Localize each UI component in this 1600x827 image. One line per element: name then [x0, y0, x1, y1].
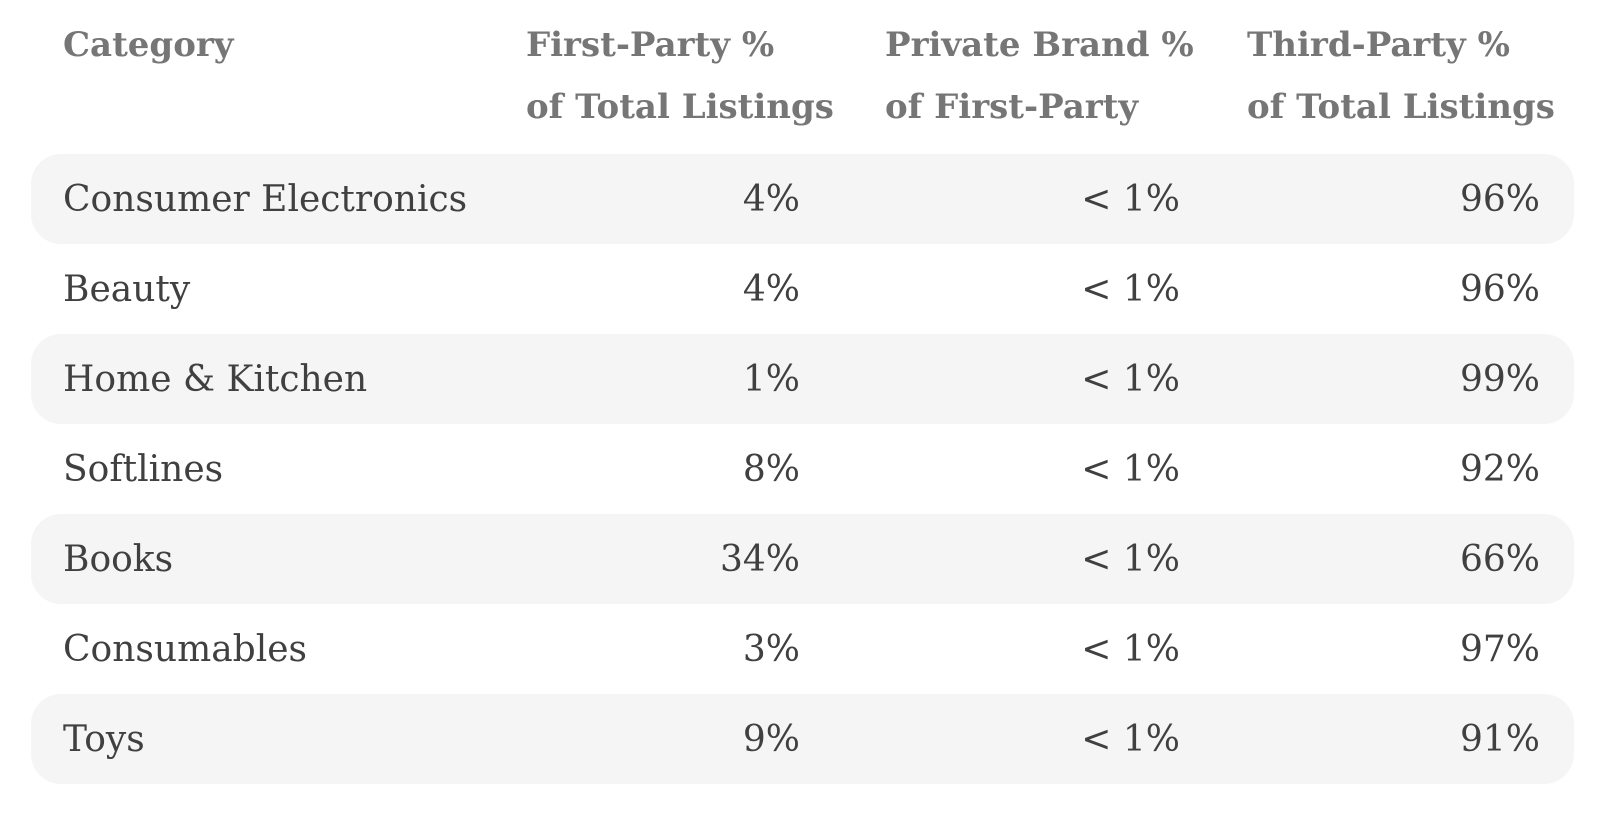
header-cell-first-party-pct: First-Party % of Total Listings	[526, 14, 885, 138]
cell-first-party-pct: 3%	[742, 628, 800, 670]
cell-first-party-pct: 1%	[742, 358, 800, 400]
header-first-party-line1: First-Party %	[526, 25, 775, 65]
cell-category: Softlines	[63, 448, 224, 490]
table-row-consumables: Consumables 3% < 1% 97%	[31, 604, 1574, 694]
cell-first-party-pct: 8%	[742, 448, 800, 490]
cell-private-brand-pct: < 1%	[1081, 718, 1180, 760]
header-third-party-line1: Third-Party %	[1247, 25, 1510, 65]
header-private-brand-line2: of First-Party	[885, 87, 1139, 127]
cell-category: Beauty	[63, 268, 191, 310]
table-row-books: Books 34% < 1% 66%	[31, 514, 1574, 604]
cell-third-party-pct: 66%	[1459, 538, 1540, 580]
table-row-beauty: Beauty 4% < 1% 96%	[31, 244, 1574, 334]
cell-private-brand-pct: < 1%	[1081, 628, 1180, 670]
cell-private-brand-pct: < 1%	[1081, 268, 1180, 310]
header-private-brand-line1: Private Brand %	[885, 25, 1194, 65]
cell-category: Toys	[63, 718, 145, 760]
cell-private-brand-pct: < 1%	[1081, 538, 1180, 580]
header-first-party-line2: of Total Listings	[526, 87, 834, 127]
cell-category: Books	[63, 538, 174, 580]
cell-first-party-pct: 9%	[742, 718, 800, 760]
cell-third-party-pct: 91%	[1459, 718, 1540, 760]
header-category-line1: Category	[63, 25, 234, 65]
cell-first-party-pct: 34%	[719, 538, 800, 580]
cell-category: Consumer Electronics	[63, 178, 468, 220]
cell-private-brand-pct: < 1%	[1081, 358, 1180, 400]
header-cell-category: Category	[31, 14, 526, 138]
cell-private-brand-pct: < 1%	[1081, 178, 1180, 220]
table-row-toys: Toys 9% < 1% 91%	[31, 694, 1574, 784]
cell-first-party-pct: 4%	[742, 268, 800, 310]
cell-third-party-pct: 97%	[1459, 628, 1540, 670]
header-cell-private-brand-pct: Private Brand % of First-Party	[885, 14, 1247, 138]
table-row-home-kitchen: Home & Kitchen 1% < 1% 99%	[31, 334, 1574, 424]
cell-third-party-pct: 92%	[1459, 448, 1540, 490]
cell-category: Consumables	[63, 628, 308, 670]
cell-private-brand-pct: < 1%	[1081, 448, 1180, 490]
table-row-softlines: Softlines 8% < 1% 92%	[31, 424, 1574, 514]
cell-third-party-pct: 96%	[1459, 178, 1540, 220]
listings-table: Category First-Party % of Total Listings…	[31, 14, 1574, 784]
header-third-party-line2: of Total Listings	[1247, 87, 1555, 127]
cell-category: Home & Kitchen	[63, 358, 368, 400]
table-row-consumer-electronics: Consumer Electronics 4% < 1% 96%	[31, 154, 1574, 244]
table-body: Consumer Electronics 4% < 1% 96% Beauty …	[31, 154, 1574, 784]
cell-third-party-pct: 99%	[1459, 358, 1540, 400]
table-header-row: Category First-Party % of Total Listings…	[31, 14, 1574, 138]
header-cell-third-party-pct: Third-Party % of Total Listings	[1247, 14, 1574, 138]
cell-first-party-pct: 4%	[742, 178, 800, 220]
cell-third-party-pct: 96%	[1459, 268, 1540, 310]
